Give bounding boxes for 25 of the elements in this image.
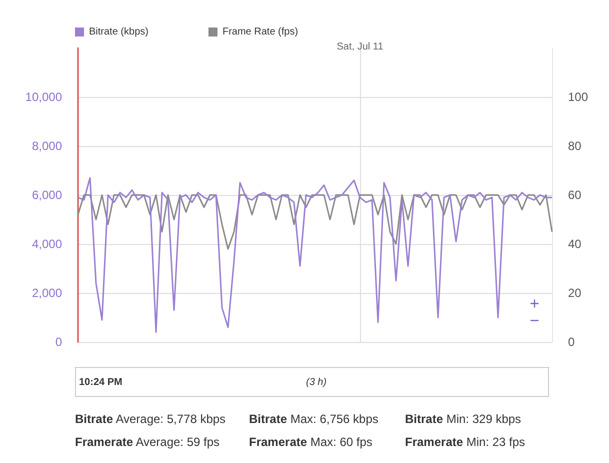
y2-tick-label: 40 <box>568 237 582 251</box>
text: (3 h) <box>306 377 327 388</box>
legend-label: Frame Rate (fps) <box>222 26 298 38</box>
y2-tick-label: 60 <box>568 188 582 202</box>
text: 10:24 PM <box>79 377 122 388</box>
text: Bitrate Max: 6,756 kbps <box>248 412 380 426</box>
y-tick-label: 10,000 <box>25 90 62 104</box>
y-tick-label: 4,000 <box>32 237 62 251</box>
y2-tick-label: 80 <box>568 139 582 153</box>
line-series <box>77 194 553 250</box>
text: Bitrate Min: 329 kbps <box>405 412 522 426</box>
y2-tick-label: 100 <box>568 90 588 104</box>
text: Framerate Average: 59 fps <box>75 435 221 449</box>
y-tick-label: 6,000 <box>32 188 62 202</box>
text: Framerate Max: 60 fps <box>248 435 374 449</box>
legend-label: Bitrate (kbps) <box>89 26 148 38</box>
text: Bitrate Average: 5,778 kbps <box>75 412 227 426</box>
x-tick-label: Sat, Jul 11 <box>336 42 384 52</box>
y-tick-label: 8,000 <box>32 139 62 153</box>
y2-tick-label: 20 <box>568 286 582 300</box>
line-series <box>77 177 553 333</box>
text: Framerate Min: 23 fps <box>405 435 526 449</box>
y-tick-label: 0 <box>55 335 62 349</box>
y2-tick-label: 0 <box>568 335 575 349</box>
y-tick-label: 2,000 <box>32 286 62 300</box>
